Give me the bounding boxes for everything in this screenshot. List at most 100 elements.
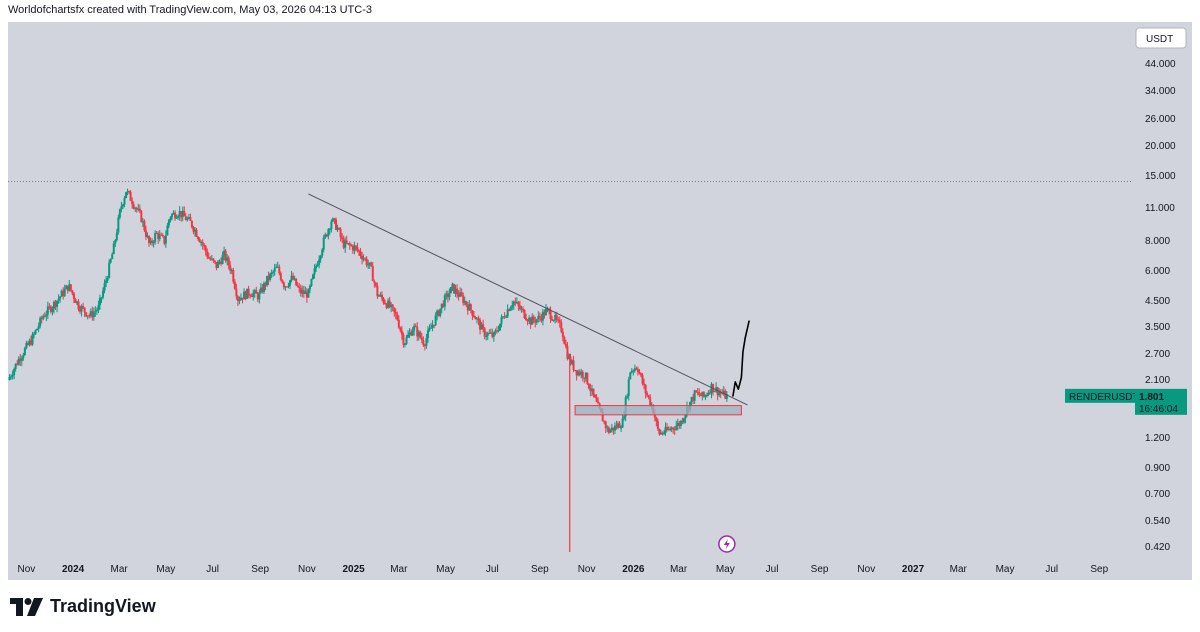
candle-body — [678, 422, 681, 426]
currency-selector[interactable]: USDT — [1135, 27, 1187, 49]
candle-body — [400, 330, 403, 335]
candle-body — [391, 304, 394, 308]
candle-body — [319, 255, 322, 260]
y-tick-label: 8.000 — [1145, 236, 1170, 247]
candle-body — [472, 315, 475, 317]
candle-body — [532, 316, 535, 321]
candle-body — [696, 392, 699, 394]
candle-body — [278, 266, 281, 274]
candle-body — [238, 300, 241, 302]
candle-body — [296, 285, 299, 287]
candle-body — [607, 427, 610, 433]
candle-body — [416, 326, 419, 337]
candle-body — [121, 204, 124, 207]
candle-body — [578, 371, 581, 375]
candle-body — [630, 370, 633, 373]
candle-body — [123, 198, 126, 205]
candle-body — [413, 325, 416, 331]
candle-body — [289, 280, 292, 286]
candle-body — [111, 253, 114, 260]
candle-body — [120, 206, 123, 210]
candle-body — [489, 332, 492, 334]
candle-body — [17, 358, 20, 365]
candle-body — [640, 373, 643, 376]
candle-body — [82, 306, 85, 308]
support-zone[interactable] — [574, 405, 742, 416]
y-tick-label: 2.700 — [1145, 349, 1170, 360]
candle-body — [125, 192, 128, 199]
brand[interactable]: TradingView — [10, 596, 156, 617]
candle-body — [515, 302, 518, 304]
candle-body — [94, 311, 97, 313]
candle-body — [526, 320, 529, 322]
candle-body — [693, 390, 696, 401]
candle-body — [192, 227, 195, 232]
candle-body — [16, 363, 19, 365]
candle-body — [42, 316, 45, 319]
x-tick-label: Jul — [766, 564, 779, 575]
candle-body — [316, 264, 319, 267]
candle-body — [215, 261, 218, 268]
candle-body — [31, 334, 34, 345]
candle-body — [494, 330, 497, 333]
hand-drawn-projection[interactable] — [732, 320, 750, 397]
candle-body — [453, 283, 456, 294]
trendline[interactable] — [308, 193, 748, 406]
candle-body — [612, 427, 615, 431]
candle-body — [160, 234, 163, 236]
candle-body — [220, 261, 223, 264]
candle-body — [537, 316, 540, 320]
y-tick-label: 4.500 — [1145, 296, 1170, 307]
candle-body — [241, 297, 244, 300]
candle-body — [468, 304, 471, 311]
candle-body — [102, 290, 105, 298]
candle-body — [255, 290, 258, 294]
candle-body — [193, 229, 196, 232]
price-chart[interactable]: 44.000 34.000 26.000 20.000 15.000 11.000 8.00… — [8, 22, 1192, 580]
flash-icon[interactable] — [718, 535, 736, 553]
x-tick-label: Nov — [578, 564, 596, 575]
candle-body — [497, 330, 500, 332]
current-price-label: RENDERUSDT 1.801 16:46:04 — [1065, 388, 1187, 415]
candle-body — [151, 240, 154, 244]
candle-body — [175, 217, 178, 219]
candle-body — [571, 360, 574, 364]
candle-body — [276, 266, 279, 268]
candle-body — [474, 316, 477, 320]
candle-body — [144, 230, 147, 237]
candle-body — [710, 383, 713, 394]
y-tick-label: 11.000 — [1145, 203, 1175, 214]
candle-body — [167, 219, 170, 226]
candle-body — [410, 332, 413, 336]
candle-body — [653, 413, 656, 418]
y-tick-label: 6.000 — [1145, 266, 1170, 277]
candle-body — [281, 280, 284, 283]
candle-body — [488, 333, 491, 335]
candle-body — [459, 292, 462, 297]
candle-body — [399, 327, 402, 331]
candle-body — [172, 212, 175, 215]
candle-body — [708, 392, 711, 394]
candle-body — [707, 392, 710, 395]
candle-body — [184, 216, 187, 221]
candle-body — [178, 211, 181, 217]
candle-body — [377, 295, 380, 297]
chart-frame[interactable]: 44.000 34.000 26.000 20.000 15.000 11.000 8.00… — [8, 22, 1192, 580]
candle-body — [721, 392, 724, 394]
candle-body — [520, 308, 523, 310]
candle-body — [388, 300, 391, 307]
candle-body — [37, 326, 40, 329]
currency-label[interactable]: USDT — [1146, 34, 1173, 45]
candle-body — [321, 249, 324, 256]
candle-body — [633, 368, 636, 371]
candle-body — [551, 319, 554, 321]
candle-body — [405, 337, 408, 344]
candle-body — [54, 301, 57, 307]
candle-body — [114, 240, 117, 244]
candle-body — [482, 324, 485, 329]
candle-body — [269, 273, 272, 280]
candle-body — [621, 418, 624, 428]
candle-body — [25, 343, 28, 349]
candle-body — [183, 210, 186, 217]
candle-body — [201, 241, 204, 245]
